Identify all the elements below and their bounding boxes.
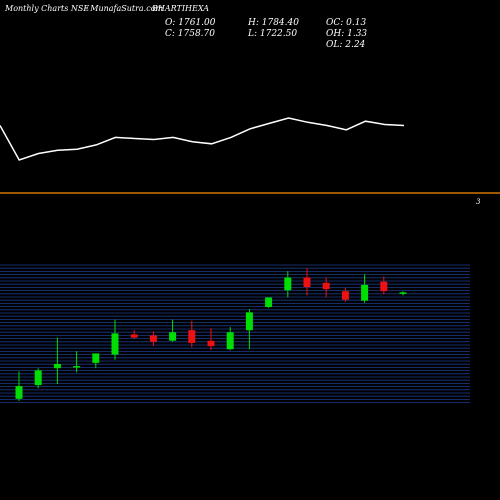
candle-body — [188, 330, 196, 343]
candle-body — [361, 284, 369, 301]
candle — [284, 271, 292, 298]
candle-body — [226, 332, 234, 350]
candle — [380, 276, 388, 295]
candle-body — [169, 332, 177, 341]
candle — [399, 291, 407, 296]
price-line-panel — [0, 117, 405, 161]
candle — [245, 309, 253, 350]
candle-body — [15, 386, 23, 399]
candle-body — [303, 277, 311, 287]
price-line — [0, 117, 405, 161]
candle-body — [245, 312, 253, 331]
candle — [73, 351, 81, 373]
source-label: - MunafaSutra.com — [85, 4, 164, 13]
candle — [53, 337, 61, 384]
oh-value: OH: 1.33 — [326, 29, 368, 39]
candle-body — [265, 297, 273, 307]
low-value: L: 1722.50 — [248, 29, 298, 39]
candle — [188, 320, 196, 348]
site-title: Monthly Charts NSE — [5, 4, 90, 13]
candle — [34, 368, 42, 389]
candle — [361, 274, 369, 303]
candle — [207, 328, 215, 351]
candle — [111, 319, 119, 360]
panel-label: 3 — [476, 198, 481, 206]
candle — [130, 330, 138, 339]
close-value: C: 1758.70 — [165, 29, 215, 39]
candle — [226, 327, 234, 351]
high-value: H: 1784.40 — [248, 18, 299, 28]
candle-body — [341, 291, 349, 300]
candle-body — [53, 364, 61, 369]
oc-value: OC: 0.13 — [326, 18, 367, 28]
candle-body — [34, 370, 42, 386]
symbol-label: BHARTIHEXA — [152, 4, 210, 13]
candle — [92, 353, 100, 369]
candle-body — [130, 334, 138, 338]
candle-grid — [0, 264, 470, 404]
candle — [303, 268, 311, 296]
candle — [149, 331, 157, 346]
candle — [169, 319, 177, 342]
candle — [341, 288, 349, 302]
candle-body — [207, 340, 215, 347]
candle-body — [322, 282, 330, 290]
candle — [15, 371, 23, 401]
ol-value: OL: 2.24 — [326, 40, 366, 50]
candle-body — [380, 281, 388, 292]
candle-body — [111, 333, 119, 355]
candlestick-panel — [15, 268, 407, 401]
candle — [265, 297, 273, 309]
candle-body — [92, 353, 100, 363]
candle — [322, 277, 330, 298]
candle-body — [73, 366, 81, 368]
candle-body — [399, 292, 407, 294]
candle-body — [284, 277, 292, 291]
candle-body — [149, 335, 157, 342]
open-value: O: 1761.00 — [165, 18, 216, 28]
